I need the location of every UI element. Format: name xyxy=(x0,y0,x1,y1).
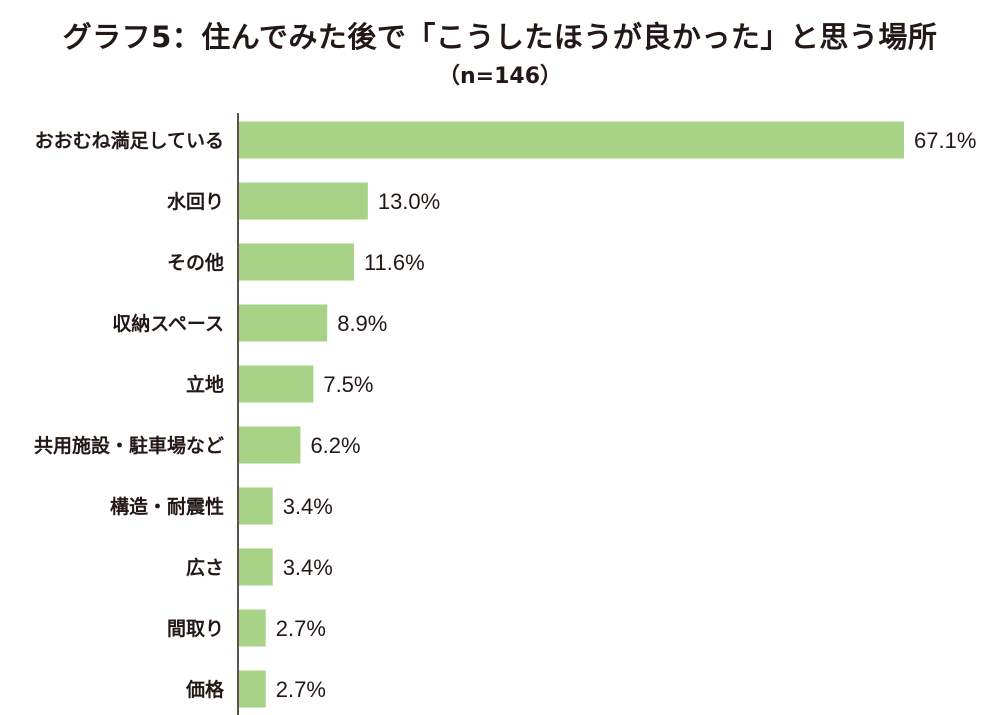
chart-subtitle: （n=146） xyxy=(437,64,563,89)
data-label: 3.4% xyxy=(283,494,333,519)
bar xyxy=(239,121,904,159)
bar xyxy=(239,426,301,464)
data-label: 8.9% xyxy=(337,311,387,336)
data-label: 6.2% xyxy=(310,433,360,458)
data-label: 67.1% xyxy=(914,128,976,153)
chart-title: グラフ5：住んでみた後で「こうしたほうが良かった」と思う場所 xyxy=(62,20,938,54)
category-label: 立地 xyxy=(186,373,224,396)
bar xyxy=(239,243,354,281)
data-label: 2.7% xyxy=(276,677,326,702)
data-label: 3.4% xyxy=(283,555,333,580)
data-label: 7.5% xyxy=(323,372,373,397)
category-label: おおむね満足している xyxy=(35,130,224,152)
bar xyxy=(239,670,266,708)
data-label: 2.7% xyxy=(276,616,326,641)
category-label: 価格 xyxy=(185,678,225,701)
bar xyxy=(239,609,266,647)
data-label: 13.0% xyxy=(378,189,440,214)
bar xyxy=(239,487,273,525)
category-label: 共用施設・駐車場など xyxy=(34,434,224,457)
category-label: 広さ xyxy=(186,556,224,579)
category-label: 構造・耐震性 xyxy=(110,495,224,518)
bar xyxy=(239,182,368,220)
category-label: 間取り xyxy=(167,618,224,640)
bar xyxy=(239,304,328,342)
category-label: その他 xyxy=(167,251,224,274)
data-label: 11.6% xyxy=(364,250,425,275)
category-label: 水回り xyxy=(167,191,224,213)
bar xyxy=(239,548,273,586)
bar xyxy=(239,365,314,403)
category-label: 収納スペース xyxy=(112,312,224,335)
